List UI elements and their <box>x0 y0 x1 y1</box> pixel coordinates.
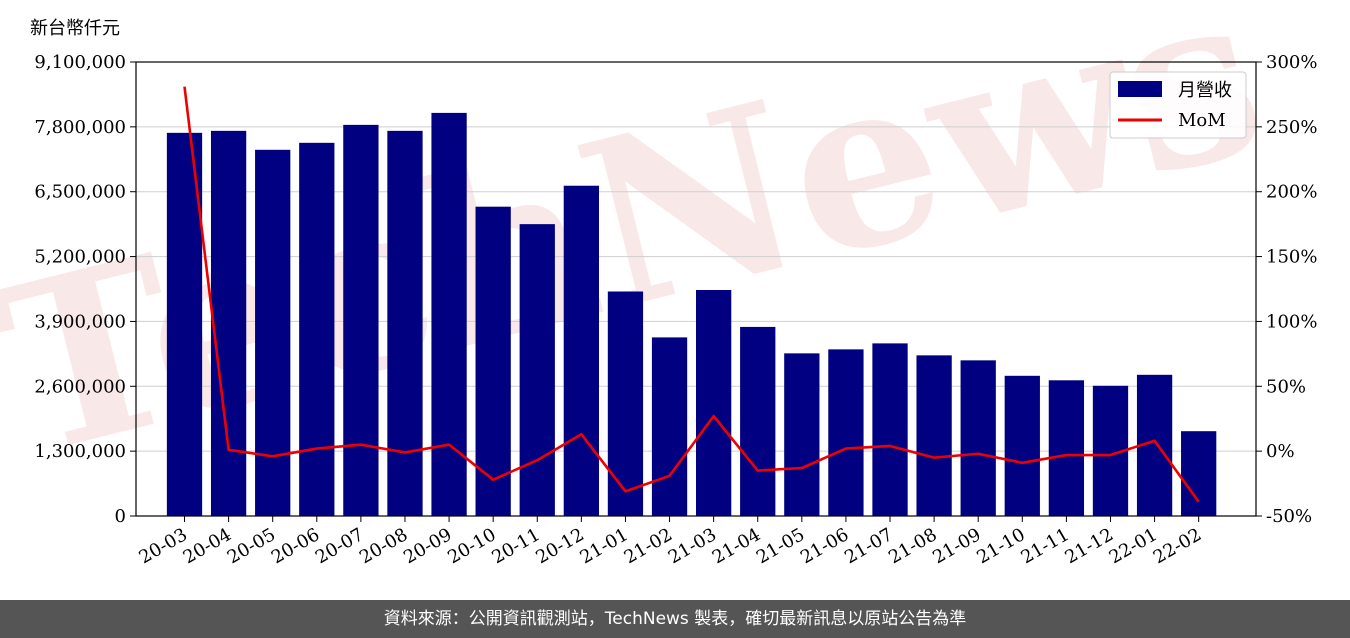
source-footer: 資料來源：公開資訊觀測站，TechNews 製表，確切最新訊息以原站公告為準 <box>0 600 1350 638</box>
bar-21-09 <box>960 360 996 516</box>
y-right-tick-label: 150% <box>1266 247 1317 268</box>
y-left-tick-label: 7,800,000 <box>34 117 126 138</box>
bar-21-07 <box>872 343 908 516</box>
legend-swatch-bar <box>1118 81 1162 97</box>
x-tick-label-21-04: 21-04 <box>709 524 764 568</box>
y-right-tick-label: 100% <box>1266 311 1317 332</box>
bar-21-08 <box>916 355 952 516</box>
x-tick-label-20-08: 20-08 <box>356 524 411 568</box>
bar-21-10 <box>1004 375 1040 516</box>
bar-21-01 <box>607 291 644 516</box>
x-tick-label-21-05: 21-05 <box>753 524 808 568</box>
x-tick-label-20-10: 20-10 <box>444 524 499 568</box>
bar-21-03 <box>696 289 732 516</box>
x-tick-label-21-11: 21-11 <box>1017 524 1072 568</box>
legend: 月營收 MoM <box>1109 71 1247 139</box>
y-right-tick-label: 0% <box>1266 441 1295 462</box>
bar-21-06 <box>828 349 864 516</box>
bar-20-06 <box>299 142 335 517</box>
y-axis-unit-label: 新台幣仟元 <box>30 18 120 39</box>
bar-20-04 <box>210 130 247 516</box>
plot-frame <box>135 61 1257 517</box>
y-left-tick-label: 0 <box>115 506 126 527</box>
y-left-tick-label: 3,900,000 <box>34 311 126 332</box>
x-tick-label-20-07: 20-07 <box>312 524 367 568</box>
bar-21-11 <box>1048 380 1085 516</box>
bar-20-12 <box>563 185 599 516</box>
mom-series-line <box>183 86 1200 503</box>
x-tick-label-20-05: 20-05 <box>224 524 279 568</box>
bar-20-11 <box>519 224 555 516</box>
legend-label-mom: MoM <box>1178 110 1226 131</box>
bar-22-02 <box>1181 431 1217 516</box>
y-right-tick-label: -50% <box>1266 506 1312 527</box>
x-tick-label-20-09: 20-09 <box>400 524 455 568</box>
x-tick-label-20-11: 20-11 <box>488 524 543 568</box>
bar-20-09 <box>431 112 467 516</box>
bar-21-02 <box>651 337 688 516</box>
y-left-tick-label: 1,300,000 <box>34 441 126 462</box>
y-right-tick-label: 200% <box>1266 182 1317 203</box>
legend-label-revenue: 月營收 <box>1178 80 1232 101</box>
x-tick-label-21-07: 21-07 <box>841 524 896 568</box>
y-left-tick-label: 5,200,000 <box>34 247 126 268</box>
bar-21-04 <box>740 326 776 516</box>
bar-20-07 <box>343 124 379 516</box>
bar-20-08 <box>387 130 423 516</box>
y-left-tick-label: 9,100,000 <box>34 52 126 73</box>
x-tick-label-20-12: 20-12 <box>532 524 587 568</box>
x-tick-label-21-12: 21-12 <box>1062 524 1117 568</box>
bar-20-05 <box>255 149 291 517</box>
x-tick-label-21-09: 21-09 <box>929 524 984 568</box>
x-tick-label-21-10: 21-10 <box>973 524 1028 568</box>
y-left-tick-label: 2,600,000 <box>34 376 126 397</box>
bar-20-10 <box>475 206 511 516</box>
x-tick-label-22-02: 22-02 <box>1150 524 1205 568</box>
x-tick-label-21-02: 21-02 <box>621 524 676 568</box>
x-tick-label-20-04: 20-04 <box>180 524 235 568</box>
y-right-tick-label: 250% <box>1266 117 1317 138</box>
x-tick-label-20-03: 20-03 <box>136 524 191 568</box>
x-tick-label-21-08: 21-08 <box>885 524 940 568</box>
y-right-tick-label: 50% <box>1266 376 1306 397</box>
x-tick-label-21-03: 21-03 <box>665 524 720 568</box>
y-right-tick-label: 300% <box>1266 52 1317 73</box>
x-tick-label-21-06: 21-06 <box>797 524 852 568</box>
bar-21-05 <box>784 353 820 516</box>
bar-20-03 <box>166 132 203 516</box>
y-left-tick-label: 6,500,000 <box>34 182 126 203</box>
x-tick-label-20-06: 20-06 <box>268 524 323 568</box>
x-tick-label-22-01: 22-01 <box>1106 524 1161 568</box>
revenue-chart: TechNews 01,300,0002,600,0003,900,0005,2… <box>0 0 1317 568</box>
chart-area: TechNews 0 1,300,000 2,600,000 3,900,000 5,2… <box>0 0 1317 568</box>
x-tick-label-21-01: 21-01 <box>577 524 632 568</box>
